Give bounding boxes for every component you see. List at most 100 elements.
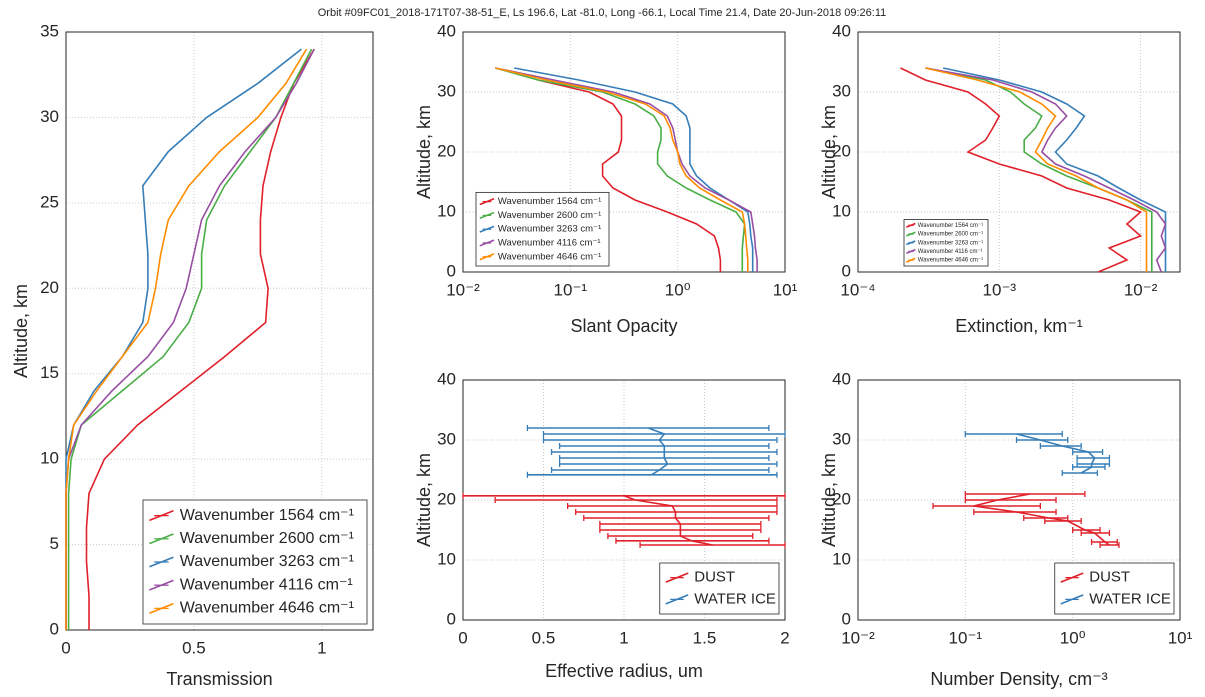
legend: Wavenumber 1564 cm⁻¹ Wavenumber 2600 cm⁻¹… [142,499,368,625]
x-tick-label: 0 [61,638,70,657]
legend-label: WATER ICE [694,590,776,607]
error-bar [526,471,778,478]
error-bar [1072,449,1104,455]
error-bar [639,542,786,548]
error-bar [615,537,770,544]
y-tick-label: 0 [447,609,456,628]
axes-frame [462,31,786,273]
error-bar [1039,443,1082,449]
x-axis-label: Extinction, km⁻¹ [955,316,1083,336]
legend-label: Wavenumber 4646 cm⁻¹ [498,251,601,262]
error-bar [542,437,778,443]
error-bar [607,533,754,539]
error-bar [575,509,778,515]
legend-box [659,562,780,615]
error-bar [567,503,778,509]
x-axis-label: Effective radius, um [545,661,703,681]
legend: Wavenumber 1564 cm⁻¹ Wavenumber 2600 cm⁻¹… [475,191,610,267]
x-tick-label: 1 [619,628,628,647]
y-axis-label: Altitude, km [414,105,434,199]
profile-line [495,67,758,272]
profile-line [942,67,1167,272]
error-bar [583,515,770,521]
y-tick-label: 40 [437,369,456,388]
error-bar [542,431,786,437]
x-tick-label: 2 [780,628,789,647]
y-tick-label: 10 [40,449,59,468]
legend-label: Wavenumber 1564 cm⁻¹ [180,507,354,524]
x-tick-label: 0 [458,628,467,647]
legend-label: WATER ICE [1089,590,1171,607]
profile-line [514,67,754,272]
y-tick-label: 40 [437,21,456,40]
error-bar [1076,455,1111,461]
y-tick-label: 0 [842,261,851,280]
legend-label: Wavenumber 4646 cm⁻¹ [918,258,983,264]
profile-line [973,493,1110,546]
x-axis-label: Number Density, cm⁻³ [930,669,1107,689]
x-tick-label: 10⁻² [1124,280,1158,299]
error-bar [1076,461,1111,467]
x-axis-label: Transmission [166,669,272,689]
y-tick-label: 10 [832,201,851,220]
y-tick-label: 20 [832,489,851,508]
axes-frame [462,379,786,621]
x-tick-label: 0.5 [532,628,556,647]
x-tick-label: 10⁻² [841,628,875,647]
x-tick-label: 10⁻² [446,280,480,299]
x-tick-label: 10⁰ [1060,628,1086,647]
x-tick-label: 10¹ [773,280,798,299]
y-tick-label: 40 [832,21,851,40]
profile-line [67,48,313,630]
error-bar [558,461,778,467]
y-tick-label: 20 [832,141,851,160]
legend-label: Wavenumber 4116 cm⁻¹ [918,249,983,255]
profile-line [925,67,1153,272]
legend-label: Wavenumber 4116 cm⁻¹ [498,237,601,248]
legend-box [142,499,368,625]
legend-label: Wavenumber 1564 cm⁻¹ [918,223,983,229]
legend-label: Wavenumber 1564 cm⁻¹ [498,196,601,207]
legend-box [903,219,989,267]
x-tick-label: 1 [317,638,326,657]
y-tick-label: 10 [832,549,851,568]
x-tick-label: 10⁻¹ [554,280,588,299]
legend: Wavenumber 1564 cm⁻¹ Wavenumber 2600 cm⁻¹… [903,219,989,267]
profile-line [85,48,315,630]
x-axis-label: Slant Opacity [570,316,677,336]
error-bar [964,491,1086,497]
y-axis-label: Altitude, km [819,105,839,199]
error-bar [1080,530,1111,536]
error-bar [462,492,786,499]
profile-line [495,67,746,272]
y-tick-label: 0 [447,261,456,280]
error-bar [1044,518,1082,524]
legend-box [1054,562,1175,615]
error-bar [526,425,770,431]
error-bar [1099,542,1120,548]
x-tick-label: 1.5 [693,628,717,647]
y-tick-label: 15 [40,363,59,382]
x-tick-label: 10⁻⁴ [840,280,875,299]
profile-line [900,67,1143,273]
y-tick-label: 30 [40,107,59,126]
x-tick-label: 10⁰ [665,280,691,299]
y-tick-label: 30 [437,429,456,448]
error-bar [1072,527,1101,533]
figure-title: Orbit #09FC01_2018-171T07-38-51_E, Ls 19… [318,7,887,19]
profile-line [623,495,713,546]
y-tick-label: 35 [40,21,59,40]
y-tick-label: 25 [40,192,59,211]
error-bar [494,497,778,503]
legend-label: Wavenumber 3263 cm⁻¹ [180,553,354,570]
x-tick-label: 0.5 [182,638,206,657]
profile-line [537,79,722,272]
error-bar [1072,464,1106,470]
error-bar [558,455,770,461]
legend-label: Wavenumber 3263 cm⁻¹ [498,224,601,235]
x-tick-label: 10⁻³ [983,280,1017,299]
error-bar [1061,470,1099,476]
y-axis-label: Altitude, km [414,453,434,547]
y-tick-label: 30 [832,429,851,448]
